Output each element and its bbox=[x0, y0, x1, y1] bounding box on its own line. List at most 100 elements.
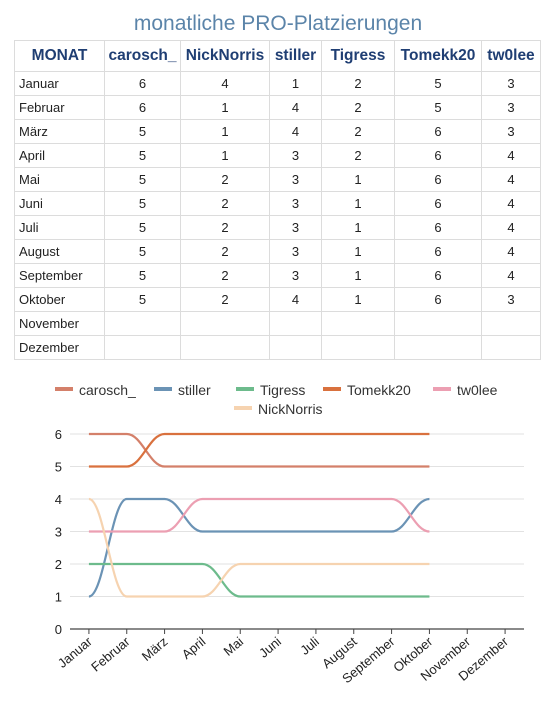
placement-cell: 1 bbox=[269, 71, 322, 96]
placement-cell bbox=[180, 335, 270, 360]
series-line-nicknorris bbox=[88, 497, 430, 598]
y-tick-label: 3 bbox=[55, 525, 62, 540]
placement-cell: 4 bbox=[269, 287, 322, 312]
placement-cell: 4 bbox=[481, 191, 541, 216]
placement-cell: 1 bbox=[321, 191, 395, 216]
placement-cell bbox=[104, 335, 181, 360]
table-row: August 5 2 3 1 6 4 bbox=[14, 239, 541, 264]
placement-cell: 5 bbox=[104, 143, 181, 168]
month-cell: Juni bbox=[14, 191, 105, 216]
series-line-tigress bbox=[88, 562, 430, 598]
legend-label: Tomekk20 bbox=[347, 382, 411, 398]
legend-label: Tigress bbox=[260, 382, 305, 398]
x-tick-label: Februar bbox=[88, 633, 133, 674]
placement-cell bbox=[481, 335, 541, 360]
x-tick-label: Mai bbox=[220, 634, 246, 659]
month-cell: August bbox=[14, 239, 105, 264]
y-tick-label: 4 bbox=[55, 492, 62, 507]
header-cell: stiller bbox=[269, 40, 322, 72]
placement-cell bbox=[394, 311, 482, 336]
table-row: Dezember bbox=[14, 335, 541, 360]
placement-cell: 1 bbox=[180, 119, 270, 144]
y-tick-label: 5 bbox=[55, 460, 62, 475]
x-tick-label: April bbox=[179, 634, 209, 662]
placement-cell bbox=[269, 335, 322, 360]
placement-cell: 3 bbox=[481, 119, 541, 144]
placement-cell: 5 bbox=[394, 71, 482, 96]
x-tick-label: März bbox=[139, 634, 171, 664]
placement-cell: 3 bbox=[481, 71, 541, 96]
placement-cell: 1 bbox=[321, 215, 395, 240]
table-row: April 5 1 3 2 6 4 bbox=[14, 143, 541, 168]
placement-cell: 4 bbox=[481, 215, 541, 240]
placement-cell: 2 bbox=[321, 119, 395, 144]
month-cell: September bbox=[14, 263, 105, 288]
placements-table: MONAT carosch_ NickNorris stiller Tigress Tom… bbox=[14, 40, 541, 360]
placement-cell: 2 bbox=[321, 143, 395, 168]
placement-cell: 6 bbox=[394, 167, 482, 192]
month-cell: Dezember bbox=[14, 335, 105, 360]
placement-cell: 4 bbox=[481, 239, 541, 264]
placement-cell: 4 bbox=[481, 143, 541, 168]
legend-swatch bbox=[433, 387, 451, 391]
table-row: Januar 6 4 1 2 5 3 bbox=[14, 71, 541, 96]
header-cell: Tomekk20 bbox=[394, 40, 482, 72]
placement-cell: 5 bbox=[104, 167, 181, 192]
placement-cell: 1 bbox=[180, 143, 270, 168]
placement-cell: 6 bbox=[394, 287, 482, 312]
placement-cell: 3 bbox=[269, 215, 322, 240]
month-cell: Mai bbox=[14, 167, 105, 192]
month-cell: Februar bbox=[14, 95, 105, 120]
x-tick-label: Juli bbox=[297, 634, 322, 658]
placement-cell: 4 bbox=[269, 95, 322, 120]
table-row: Juni 5 2 3 1 6 4 bbox=[14, 191, 541, 216]
placement-cell: 6 bbox=[394, 119, 482, 144]
placement-cell bbox=[321, 311, 395, 336]
placement-cell: 6 bbox=[394, 215, 482, 240]
table-row: März 5 1 4 2 6 3 bbox=[14, 119, 541, 144]
y-tick-label: 0 bbox=[55, 622, 62, 637]
month-cell: Januar bbox=[14, 71, 105, 96]
placement-cell: 5 bbox=[104, 263, 181, 288]
legend-label: tw0lee bbox=[457, 382, 498, 398]
placement-cell: 3 bbox=[269, 263, 322, 288]
table-body: Januar 6 4 1 2 5 3 Februar 6 1 4 2 5 3 März 5 1 4 2 6 3 April… bbox=[14, 71, 541, 360]
header-cell: MONAT bbox=[14, 40, 105, 72]
month-cell: Oktober bbox=[14, 287, 105, 312]
table-row: September 5 2 3 1 6 4 bbox=[14, 263, 541, 288]
placement-cell: 4 bbox=[481, 167, 541, 192]
placement-cell: 3 bbox=[481, 95, 541, 120]
header-cell: Tigress bbox=[321, 40, 395, 72]
y-axis: 0 1 2 3 4 5 6 bbox=[55, 427, 62, 637]
table-row: November bbox=[14, 311, 541, 336]
y-tick-label: 2 bbox=[55, 557, 62, 572]
placement-cell bbox=[481, 311, 541, 336]
legend-swatch bbox=[236, 387, 254, 391]
placement-cell: 6 bbox=[104, 95, 181, 120]
placement-cell: 5 bbox=[104, 119, 181, 144]
placement-cell: 2 bbox=[180, 239, 270, 264]
placement-cell: 1 bbox=[321, 167, 395, 192]
line-chart: carosch_ stiller Tigress Tomekk20 tw0lee Nick… bbox=[55, 382, 524, 686]
placement-cell: 2 bbox=[180, 167, 270, 192]
header-cell: tw0lee bbox=[481, 40, 541, 72]
placement-cell: 1 bbox=[180, 95, 270, 120]
placement-cell: 3 bbox=[269, 167, 322, 192]
chart-legend: carosch_ stiller Tigress Tomekk20 tw0lee Nick… bbox=[55, 382, 498, 417]
placement-cell: 4 bbox=[180, 71, 270, 96]
placement-cell bbox=[394, 335, 482, 360]
placement-cell bbox=[321, 335, 395, 360]
header-cell: NickNorris bbox=[180, 40, 270, 72]
placement-cell: 6 bbox=[394, 143, 482, 168]
series-line-carosch- bbox=[88, 432, 430, 468]
month-cell: März bbox=[14, 119, 105, 144]
legend-swatch bbox=[323, 387, 341, 391]
placement-cell: 6 bbox=[104, 71, 181, 96]
placement-cell: 4 bbox=[481, 263, 541, 288]
y-tick-label: 6 bbox=[55, 427, 62, 442]
header-cell: carosch_ bbox=[104, 40, 181, 72]
placement-cell: 2 bbox=[180, 215, 270, 240]
series-line-tw0lee bbox=[88, 497, 430, 533]
month-cell: April bbox=[14, 143, 105, 168]
